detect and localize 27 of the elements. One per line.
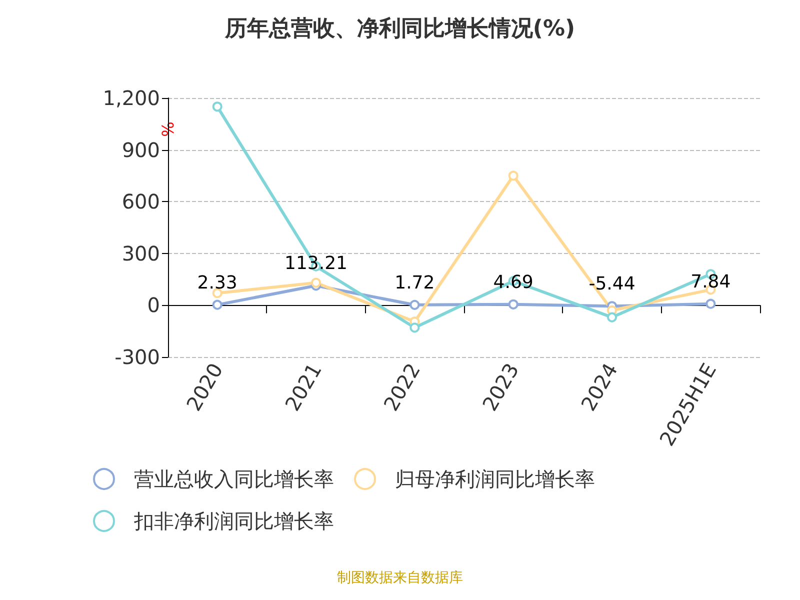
- legend-label: 归母净利润同比增长率: [395, 467, 595, 491]
- data-label: 7.84: [690, 271, 731, 292]
- data-label: 4.69: [493, 272, 534, 293]
- point: [311, 278, 321, 288]
- point: [508, 170, 518, 181]
- point: [508, 299, 518, 310]
- y-tick-label: 300: [122, 241, 160, 266]
- point: [212, 288, 222, 298]
- legend-label: 扣非净利润同比增长率: [133, 509, 334, 533]
- text: 制图数据来自数据库: [337, 569, 463, 585]
- point: [706, 298, 716, 309]
- y-tick-label: 900: [122, 138, 160, 162]
- point: [212, 300, 222, 310]
- y-tick-label: 1,200: [102, 86, 160, 110]
- y-tick-label: 0: [147, 293, 160, 318]
- data-label: -5.44: [588, 274, 636, 295]
- point: [212, 102, 222, 112]
- legend-label: 营业总收入同比增长率: [134, 467, 334, 491]
- point: [410, 322, 420, 333]
- data-label: 113.21: [284, 253, 348, 274]
- point: [410, 300, 420, 310]
- y-tick-label: 600: [122, 190, 160, 214]
- chart-title: 历年总营收、净利同比增长情况(%): [224, 16, 576, 42]
- point: [607, 312, 617, 322]
- y-tick-label: -300: [114, 345, 160, 369]
- data-label: 1.72: [394, 272, 435, 294]
- data-label: 2.33: [197, 272, 238, 294]
